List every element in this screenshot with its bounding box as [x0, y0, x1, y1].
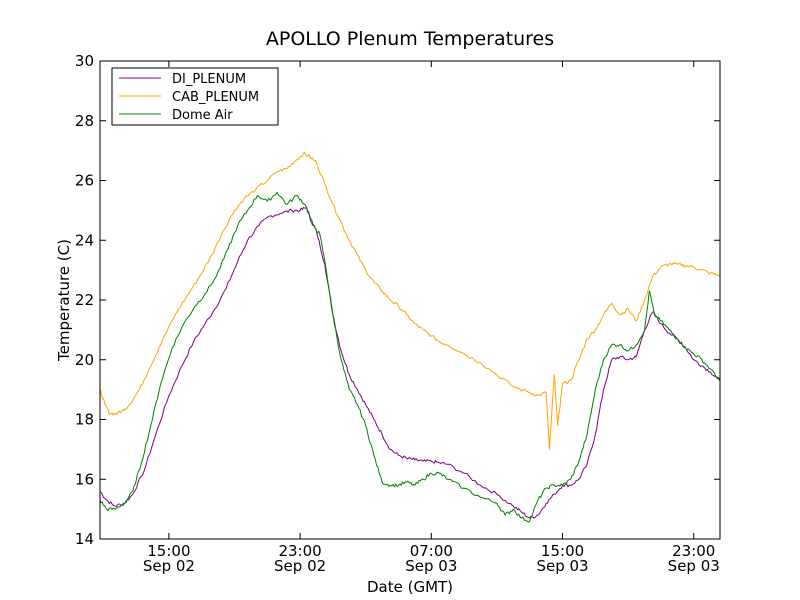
x-tick-date-label: Sep 02 [274, 557, 326, 575]
chart-title: APOLLO Plenum Temperatures [266, 28, 554, 50]
x-tick-date-label: Sep 03 [536, 557, 588, 575]
y-tick-label: 22 [75, 291, 94, 309]
x-tick-time-label: 15:00 [147, 542, 190, 560]
y-tick-label: 28 [75, 112, 94, 130]
series-layer [99, 151, 721, 523]
y-tick-label: 20 [75, 351, 94, 369]
x-tick-time-label: 23:00 [672, 542, 715, 560]
y-tick-label: 18 [75, 411, 94, 429]
series-line-di-plenum [99, 206, 721, 519]
x-tick-date-label: Sep 02 [143, 557, 195, 575]
y-tick-label: 14 [75, 530, 94, 548]
plot-frame [99, 60, 721, 540]
legend-label-dome-air: Dome Air [172, 108, 233, 123]
x-tick-time-label: 07:00 [410, 542, 453, 560]
x-tick-time-label: 23:00 [278, 542, 321, 560]
x-tick-date-label: Sep 03 [668, 557, 720, 575]
y-axis-label: Temperature (C) [55, 239, 73, 362]
legend-label-cab-plenum: CAB_PLENUM [172, 90, 259, 105]
series-line-cab-plenum [99, 151, 721, 450]
legend: DI_PLENUM CAB_PLENUM Dome Air [111, 67, 279, 126]
y-tick-label: 26 [75, 172, 94, 190]
y-tick-label: 24 [75, 231, 94, 249]
x-tick-date-label: Sep 03 [405, 557, 457, 575]
y-tick-label: 16 [75, 470, 94, 488]
x-tick-time-label: 15:00 [541, 542, 584, 560]
y-tick-label: 30 [75, 52, 94, 70]
legend-label-di-plenum: DI_PLENUM [172, 72, 246, 87]
series-line-dome-air [99, 191, 721, 523]
x-axis-label: Date (GMT) [367, 578, 453, 596]
